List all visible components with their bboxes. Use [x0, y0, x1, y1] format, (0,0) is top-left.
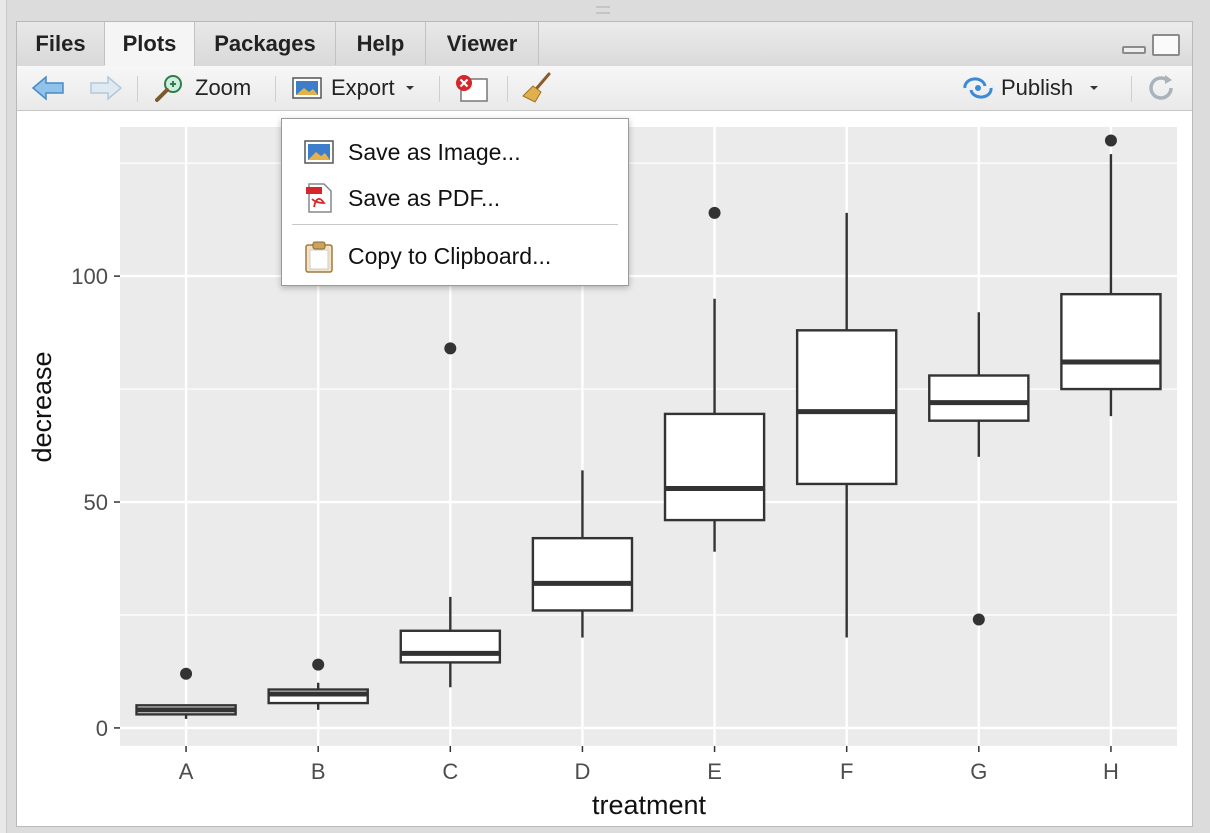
maximize-pane-button[interactable]	[1152, 34, 1180, 56]
zoom-button[interactable]: Zoom	[153, 66, 251, 110]
y-axis-title: decrease	[27, 351, 57, 462]
pdf-icon	[304, 183, 334, 213]
window-controls	[1122, 34, 1180, 56]
toolbar-separator	[507, 76, 508, 102]
x-tick-label: D	[574, 759, 590, 784]
publish-label: Publish	[1001, 75, 1074, 100]
refresh-button[interactable]	[1145, 66, 1177, 110]
menu-item-save-pdf[interactable]: Save as PDF...	[282, 175, 628, 221]
export-icon	[292, 77, 322, 99]
plots-toolbar: Zoom Export	[17, 66, 1192, 111]
plot-panel	[120, 127, 1177, 746]
forward-button[interactable]	[89, 66, 123, 110]
menu-item-copy-clipboard[interactable]: Copy to Clipboard...	[282, 233, 628, 279]
box-e	[663, 206, 766, 552]
publish-menu-button[interactable]: Publish	[961, 66, 1101, 110]
left-pane-edge	[0, 0, 7, 833]
zoom-icon	[155, 75, 182, 102]
box-h	[1060, 134, 1162, 417]
tab-label: Viewer	[446, 30, 518, 56]
tab-viewer[interactable]: Viewer	[426, 22, 539, 65]
box-g	[928, 312, 1030, 626]
outlier-point	[708, 206, 721, 219]
export-menu-button[interactable]: Export	[291, 66, 417, 110]
menu-item-label: Copy to Clipboard...	[348, 242, 552, 269]
y-tick-label: 100	[71, 264, 108, 289]
export-label: Export	[331, 75, 395, 100]
x-tick-label: G	[970, 759, 987, 784]
box-body	[795, 329, 898, 486]
x-tick-label: F	[840, 759, 853, 784]
outlier-point	[972, 613, 985, 626]
pane-tab-bar: Files Plots Packages Help Viewer	[17, 22, 1192, 67]
x-tick-label: B	[311, 759, 326, 784]
x-axis: A B C D E F G H	[179, 746, 1119, 784]
remove-plot-button[interactable]	[453, 66, 489, 110]
publish-icon	[963, 77, 993, 99]
toolbar-separator	[439, 76, 440, 102]
plots-pane: Files Plots Packages Help Viewer	[16, 21, 1193, 827]
zoom-label: Zoom	[195, 75, 252, 100]
toolbar-separator	[137, 76, 138, 102]
menu-item-label: Save as PDF...	[348, 184, 501, 211]
x-tick-label: C	[442, 759, 458, 784]
box-b	[267, 658, 369, 710]
tab-packages[interactable]: Packages	[195, 22, 336, 65]
y-axis: 0 50 100	[71, 264, 120, 741]
box-d	[531, 470, 634, 638]
y-tick-label: 0	[96, 716, 108, 741]
box-body	[531, 536, 634, 612]
remove-plot-icon	[456, 75, 488, 102]
toolbar-separator	[1131, 76, 1132, 102]
resize-grip[interactable]	[596, 6, 610, 14]
outlier-point	[312, 658, 325, 671]
menu-separator	[292, 224, 618, 225]
tab-label: Files	[35, 30, 86, 56]
x-tick-label: H	[1103, 759, 1119, 784]
outlier-point	[444, 342, 457, 355]
tab-label: Plots	[122, 31, 177, 56]
toolbar-separator	[275, 76, 276, 102]
box-c	[399, 342, 502, 688]
menu-item-label: Save as Image...	[348, 138, 521, 165]
clear-all-button[interactable]	[521, 66, 555, 110]
refresh-icon	[1149, 75, 1173, 100]
box-body	[663, 412, 766, 522]
broom-icon	[522, 72, 551, 103]
export-dropdown-menu: Save as Image... Save as PDF... C	[281, 118, 629, 286]
tab-plots[interactable]: Plots	[105, 22, 195, 66]
chevron-down-icon	[405, 86, 414, 90]
box-body	[399, 629, 502, 664]
outlier-point	[180, 667, 193, 680]
tab-help[interactable]: Help	[336, 22, 426, 65]
box-layer	[135, 134, 1162, 719]
clipboard-icon	[304, 241, 334, 273]
box-a	[135, 667, 237, 719]
box-body	[1060, 292, 1162, 391]
y-tick-label: 50	[84, 490, 108, 515]
x-tick-label: E	[707, 759, 722, 784]
arrow-left-icon	[31, 75, 64, 101]
arrow-right-icon	[90, 75, 123, 101]
x-axis-title: treatment	[592, 790, 707, 820]
menu-item-save-image[interactable]: Save as Image...	[282, 129, 628, 175]
tab-label: Help	[356, 30, 405, 56]
minimize-pane-button[interactable]	[1122, 46, 1146, 54]
x-tick-label: A	[179, 759, 194, 784]
tab-files[interactable]: Files	[17, 22, 105, 65]
back-button[interactable]	[31, 66, 65, 110]
chevron-down-icon	[1090, 86, 1099, 90]
tab-label: Packages	[214, 30, 316, 56]
box-body	[928, 374, 1030, 422]
outlier-point	[1104, 134, 1117, 147]
box-f	[795, 212, 898, 638]
image-icon	[304, 137, 334, 167]
